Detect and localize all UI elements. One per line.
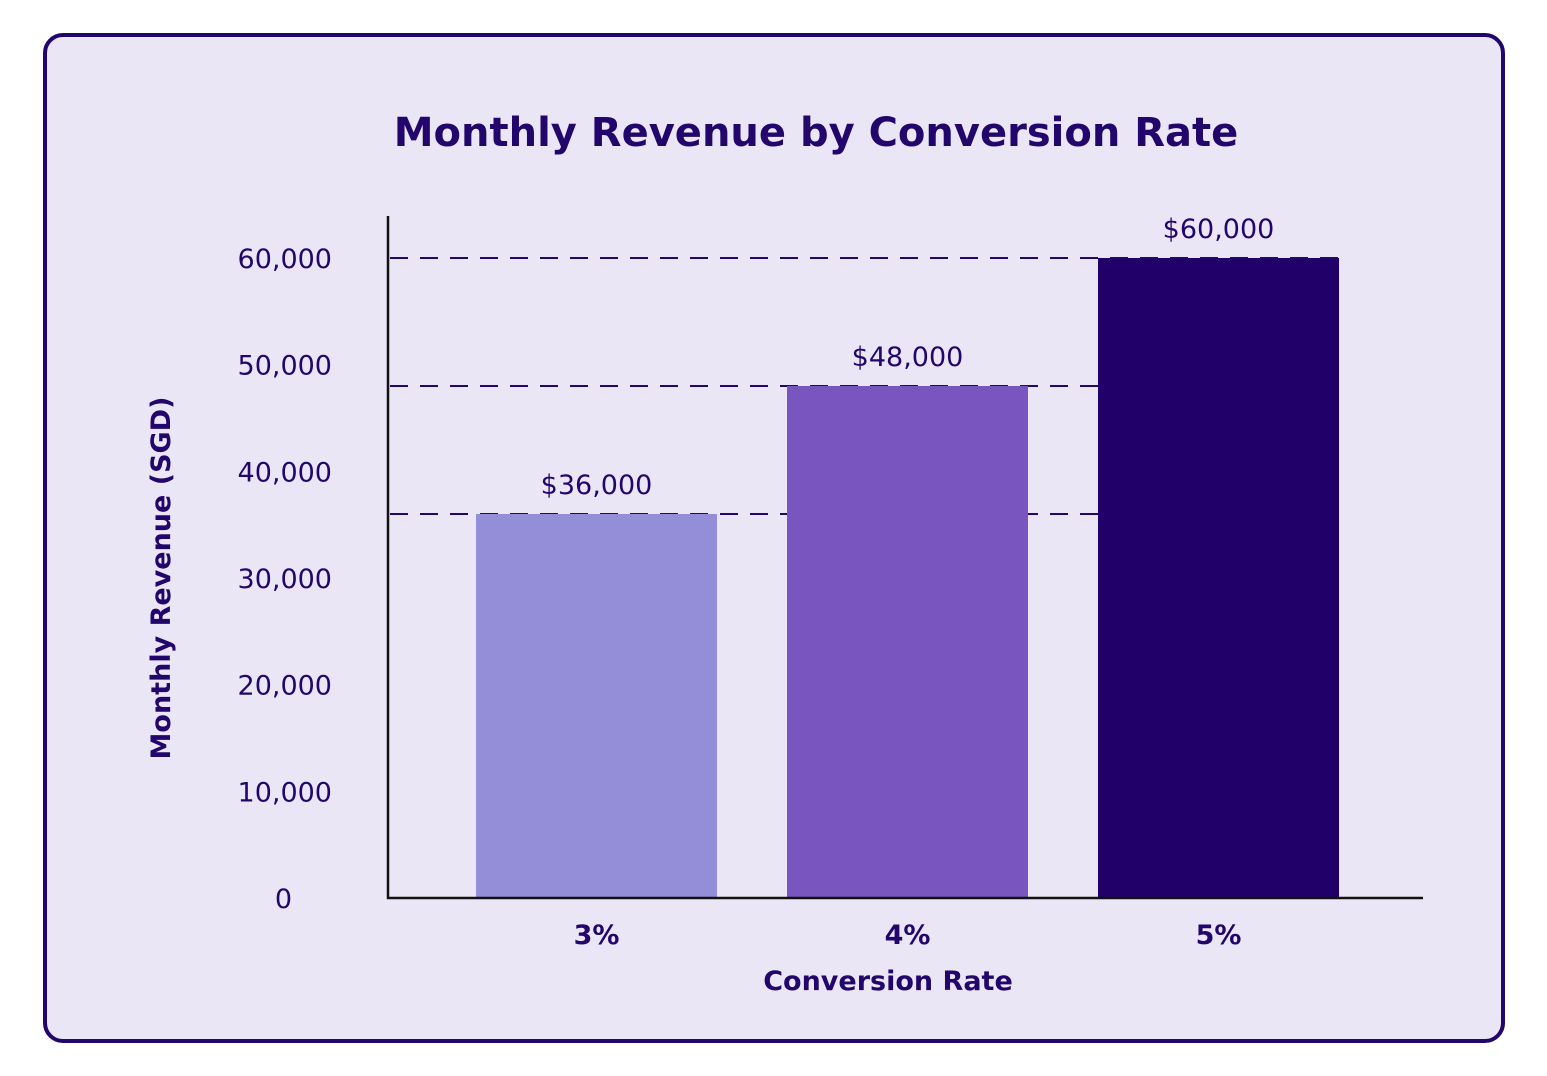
- y-tick-label: 40,000: [238, 457, 332, 488]
- data-label: $48,000: [852, 342, 964, 373]
- y-tick-label: 0: [275, 884, 292, 915]
- y-tick-label: 30,000: [238, 564, 332, 595]
- y-tick-label: 50,000: [238, 351, 332, 382]
- x-tick-label: 4%: [885, 920, 931, 951]
- x-axis-label: Conversion Rate: [763, 966, 1013, 997]
- x-tick-label: 3%: [574, 920, 620, 951]
- chart-title: Monthly Revenue by Conversion Rate: [394, 110, 1239, 156]
- y-tick-label: 10,000: [238, 777, 332, 808]
- bar-3%: [476, 514, 717, 898]
- y-tick-label: 60,000: [238, 244, 332, 275]
- y-tick-label: 20,000: [238, 671, 332, 702]
- bar-5%: [1098, 258, 1339, 898]
- x-tick-label: 5%: [1196, 920, 1242, 951]
- data-label: $36,000: [541, 470, 653, 501]
- bar-4%: [787, 386, 1028, 898]
- data-label: $60,000: [1163, 214, 1275, 245]
- y-axis-label: Monthly Revenue (SGD): [146, 397, 177, 760]
